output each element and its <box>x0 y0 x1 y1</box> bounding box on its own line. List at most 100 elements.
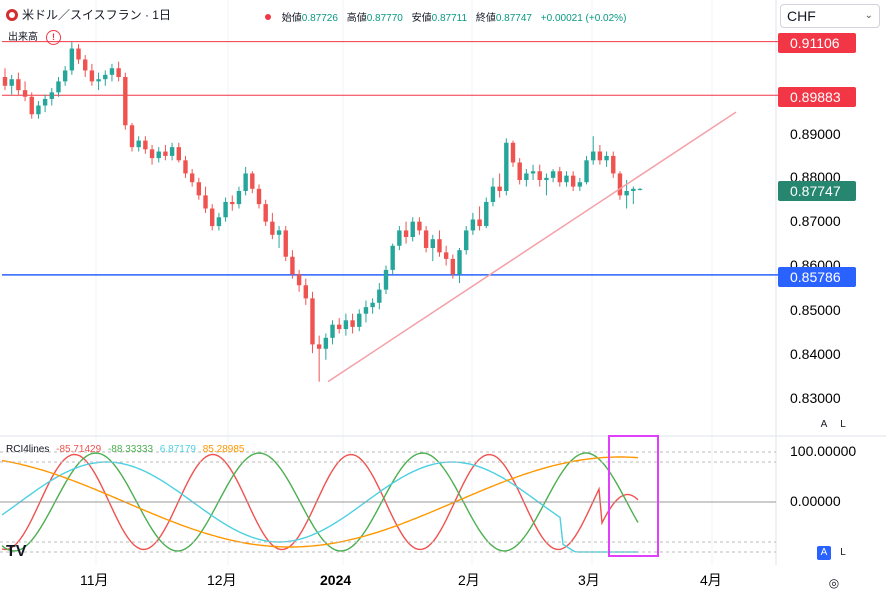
rci-tick-0: 0.00000 <box>790 493 841 509</box>
candle-body <box>631 188 636 191</box>
price-tick: 0.83000 <box>790 390 841 406</box>
candle-body <box>504 142 509 191</box>
ohlc-value: 0.87747 <box>495 13 532 24</box>
ohlc-value: 0.87711 <box>431 13 468 24</box>
trend-line[interactable] <box>327 111 737 383</box>
candle-body <box>357 313 362 327</box>
rci-value-red: -85.71429 <box>56 444 102 455</box>
candle-body <box>343 320 349 330</box>
price-tag-mid-text: 0.89883 <box>790 89 841 105</box>
rci-auto-scale-button[interactable]: A <box>817 546 831 560</box>
candle-body <box>517 162 522 181</box>
warning-icon[interactable]: ! <box>46 30 61 45</box>
candle-body <box>169 147 175 156</box>
auto-scale-button[interactable]: A <box>820 419 828 430</box>
candle-body <box>256 188 262 205</box>
ohlc-change: +0.00021 (+0.02%) <box>540 13 627 24</box>
candle-body <box>470 219 476 231</box>
price-axis[interactable]: 0.89000 0.88000 0.87000 0.86000 0.85000 … <box>790 126 841 406</box>
candle-body <box>276 230 282 235</box>
candle-body <box>296 274 302 286</box>
ohlc-value: 0.87726 <box>301 13 338 24</box>
highlight-box <box>608 435 659 557</box>
candles <box>2 41 643 382</box>
candle-body <box>430 239 435 248</box>
candle-body <box>457 250 462 275</box>
rci-line-red <box>1 453 639 551</box>
candle-body <box>316 344 322 349</box>
candle-body <box>377 289 382 303</box>
currency-select[interactable]: CHF ⌄ <box>780 4 880 28</box>
candle-body <box>564 175 569 183</box>
candle-body <box>490 186 496 202</box>
candle-body <box>223 201 228 218</box>
flag-icon <box>6 8 18 21</box>
candle-body <box>89 70 95 82</box>
candle-body <box>497 186 502 191</box>
candle-body <box>557 171 562 183</box>
candle-body <box>143 140 148 150</box>
candle-body <box>464 230 469 251</box>
time-axis[interactable]: 11月 12月 2024 2月 3月 4月 <box>80 572 722 588</box>
candle-body <box>437 239 442 253</box>
tradingview-logo[interactable]: TV <box>6 543 27 560</box>
time-tick: 2024 <box>320 572 351 588</box>
settings-icon[interactable]: ◎ <box>828 576 840 590</box>
volume-legend[interactable]: 出来高! <box>8 28 61 45</box>
candle-body <box>611 155 616 174</box>
log-scale-button[interactable]: L <box>840 419 846 430</box>
grid-lines <box>0 0 886 565</box>
time-tick: 3月 <box>578 572 600 588</box>
candle-body <box>450 258 456 275</box>
chevron-down-icon: ⌄ <box>864 10 873 21</box>
time-tick: 4月 <box>700 572 722 588</box>
rci-name: RCI4lines <box>6 444 50 455</box>
rci-tick-100: 100.00000 <box>790 443 856 459</box>
price-tag-blue-text: 0.85786 <box>790 269 841 285</box>
candle-body <box>410 221 415 238</box>
candle-body <box>283 230 288 257</box>
time-tick: 11月 <box>80 572 109 588</box>
price-tick: 0.85000 <box>790 302 841 318</box>
candle-body <box>149 149 155 159</box>
price-tag-high-text: 0.91106 <box>790 35 840 51</box>
candle-body <box>370 302 375 308</box>
candle-body <box>330 324 335 338</box>
price-tag-last-text: 0.87747 <box>790 183 841 199</box>
candle-body <box>510 142 516 163</box>
trend-line-segment <box>327 111 737 383</box>
candle-body <box>270 221 275 235</box>
candle-body <box>417 221 422 231</box>
candle-body <box>584 160 589 183</box>
candle-body <box>390 245 395 270</box>
symbol-header[interactable]: 米ドル／スイスフラン · 1日 <box>6 6 171 23</box>
price-tick: 0.89000 <box>790 126 841 142</box>
candle-body <box>350 320 355 327</box>
price-tag-last: 0.87747 <box>778 181 856 201</box>
candle-body <box>337 324 342 330</box>
candle-body <box>624 190 629 196</box>
candle-body <box>210 208 215 227</box>
status-dot-icon <box>265 14 271 20</box>
candle-body <box>637 188 643 190</box>
candle-body <box>290 256 295 275</box>
candle-body <box>123 77 128 126</box>
candle-body <box>76 48 81 60</box>
rci-log-scale-button[interactable]: L <box>840 547 846 558</box>
candle-body <box>303 285 308 299</box>
ohlc-label: 終値 <box>475 13 496 24</box>
ohlc-value: 0.87770 <box>366 13 403 24</box>
horizontal-levels <box>2 41 778 276</box>
candle-body <box>56 81 61 93</box>
candle-body <box>176 147 181 161</box>
rci-value-cyan: 6.87179 <box>159 444 196 455</box>
volume-label: 出来高 <box>8 32 38 43</box>
candle-body <box>189 173 195 183</box>
candle-body <box>243 173 248 191</box>
ohlc-label: 安値 <box>411 13 432 24</box>
candle-body <box>29 96 34 115</box>
rci-legend[interactable]: RCI4lines -85.71429 -88.33333 6.87179 85… <box>6 444 248 455</box>
candle-body <box>36 105 41 115</box>
candle-body <box>103 74 108 80</box>
